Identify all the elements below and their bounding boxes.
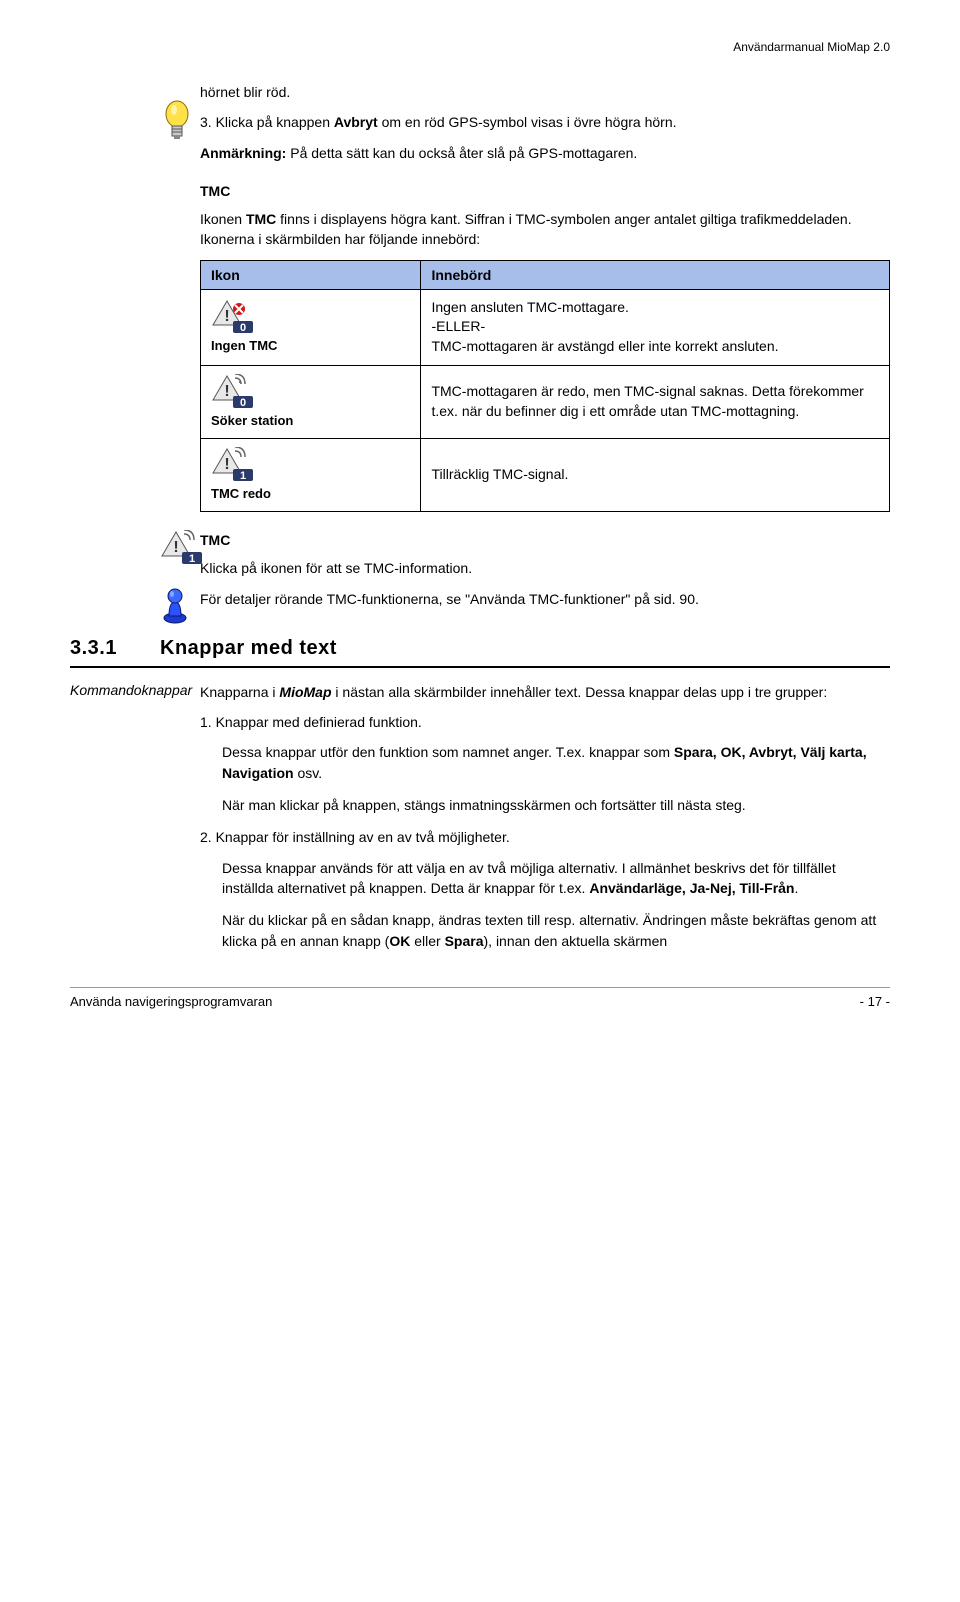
i2p2c: eller <box>410 933 444 949</box>
note-prefix: Anmärkning: <box>200 145 286 161</box>
p1c: i nästan alla skärmbilder innehåller tex… <box>332 684 828 700</box>
svg-text:1: 1 <box>189 553 195 564</box>
step3-button-name: Avbryt <box>334 114 378 130</box>
row1-meaning: TMC-mottagaren är redo, men TMC-signal s… <box>421 365 890 438</box>
section-number: 3.3.1 <box>70 637 160 660</box>
note-rest: På detta sätt kan du också åter slå på G… <box>286 145 637 161</box>
section-title: Knappar med text <box>160 637 337 660</box>
tmc-ready-icon: ! 1 <box>211 447 255 481</box>
item1-p1: Dessa knappar utför den funktion som nam… <box>222 742 890 783</box>
i2p2b: OK <box>389 933 410 949</box>
table-row: ! 0 Söker station TMC-mottagaren är redo… <box>201 365 890 438</box>
svg-text:0: 0 <box>240 397 246 408</box>
tmc-no-icon: ! 0 <box>211 299 255 333</box>
side-label: Kommandoknappar <box>70 682 192 698</box>
row2-meaning: Tillräcklig TMC-signal. <box>421 438 890 511</box>
tmc-after-heading: TMC <box>200 530 890 550</box>
table-row: ! 0 Ingen TMC <box>201 289 890 365</box>
manual-title: Användarmanual MioMap 2.0 <box>70 40 890 54</box>
th-meaning: Innebörd <box>421 260 890 289</box>
i2p1b: . <box>794 880 798 896</box>
tmc-p1b: TMC <box>246 211 276 227</box>
item2-p1: Dessa knappar används för att välja en a… <box>222 858 890 899</box>
p1b: MioMap <box>279 684 331 700</box>
item2: 2. Knappar för inställning av en av två … <box>200 827 890 847</box>
i1p1b: osv. <box>294 765 323 781</box>
tmc-p1c: finns i displayens högra kant. Siffran i… <box>200 211 852 247</box>
svg-text:!: ! <box>173 539 178 556</box>
r0a: Ingen ansluten TMC-mottagare. <box>431 299 628 315</box>
footer-right: - 17 - <box>860 994 890 1009</box>
svg-text:!: ! <box>224 308 229 325</box>
section-rule <box>70 666 890 668</box>
item1-p2: När man klickar på knappen, stängs inmat… <box>222 795 890 815</box>
table-row: ! 1 TMC redo Tillräcklig TMC-signal. <box>201 438 890 511</box>
svg-text:!: ! <box>224 456 229 473</box>
tmc-search-icon: ! 0 <box>211 374 255 408</box>
th-icon: Ikon <box>201 260 421 289</box>
sec-p1: Knapparna i MioMap i nästan alla skärmbi… <box>200 682 890 702</box>
svg-text:0: 0 <box>240 322 246 333</box>
i2p2d: Spara <box>445 933 484 949</box>
tmc-table: Ikon Innebörd ! <box>200 260 890 512</box>
lightbulb-icon <box>160 100 200 146</box>
svg-text:!: ! <box>224 383 229 400</box>
tmc-ready-side-icon: ! 1 <box>160 530 200 564</box>
tmc-intro: Ikonen TMC finns i displayens högra kant… <box>200 209 890 250</box>
item2-p2: När du klickar på en sådan knapp, ändras… <box>222 910 890 951</box>
i2b: Användarläge, Ja-Nej, Till-Från <box>589 880 794 896</box>
pawn-info-icon <box>160 584 200 624</box>
row1-label: Söker station <box>211 412 293 430</box>
step3-suffix: om en röd GPS-symbol visas i övre högra … <box>378 114 677 130</box>
row0-meaning: Ingen ansluten TMC-mottagare. -ELLER- TM… <box>421 289 890 365</box>
row2-label: TMC redo <box>211 485 271 503</box>
tmc-heading: TMC <box>200 181 890 201</box>
intro-line1: hörnet blir röd. <box>200 82 890 102</box>
tmc-after-p2: Klicka på ikonen för att se TMC-informat… <box>200 558 890 578</box>
step3-prefix: 3. Klicka på knappen <box>200 114 334 130</box>
r0c: TMC-mottagaren är avstängd eller inte ko… <box>431 338 778 354</box>
section-title-row: 3.3.1 Knappar med text <box>70 637 890 660</box>
intro-note: Anmärkning: På detta sätt kan du också å… <box>200 143 890 163</box>
i2p2e: ), innan den aktuella skärmen <box>484 933 668 949</box>
item1: 1. Knappar med definierad funktion. <box>200 712 890 732</box>
i1p1a: Dessa knappar utför den funktion som nam… <box>222 744 674 760</box>
tmc-p1a: Ikonen <box>200 211 246 227</box>
p1a: Knapparna i <box>200 684 279 700</box>
footer-left: Använda navigeringsprogramvaran <box>70 994 272 1009</box>
tmc-after-p3: För detaljer rörande TMC-funktionerna, s… <box>200 589 890 609</box>
r0b: -ELLER- <box>431 318 485 334</box>
svg-text:1: 1 <box>240 470 246 481</box>
page-footer: Använda navigeringsprogramvaran - 17 - <box>70 987 890 1009</box>
row0-label: Ingen TMC <box>211 337 277 355</box>
intro-step3: 3. Klicka på knappen Avbryt om en röd GP… <box>200 112 890 132</box>
